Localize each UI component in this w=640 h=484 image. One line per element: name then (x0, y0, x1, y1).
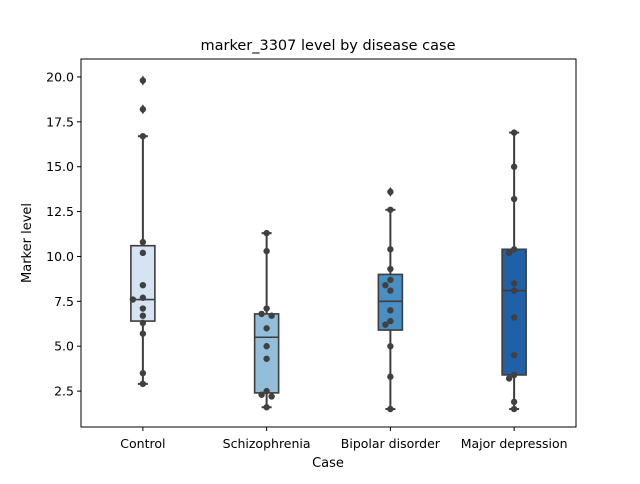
y-axis-label: Marker level (20, 203, 35, 283)
data-point (263, 229, 270, 237)
data-point (510, 371, 518, 379)
data-point (139, 380, 147, 388)
data-point (510, 287, 518, 294)
data-point (510, 351, 518, 359)
data-point (387, 405, 394, 413)
data-point (387, 373, 394, 380)
data-point (139, 132, 147, 140)
x-tick-label: Major depression (461, 436, 568, 451)
data-point (387, 343, 394, 350)
data-point (387, 287, 394, 294)
y-tick-label: 2.5 (54, 384, 74, 399)
plot-frame (80, 58, 577, 428)
data-point (510, 405, 518, 413)
data-point (510, 195, 518, 203)
data-point (258, 391, 265, 398)
data-point (263, 404, 270, 411)
data-point (510, 246, 518, 253)
data-point (387, 246, 394, 253)
data-point (139, 238, 147, 246)
y-tick-label: 15.0 (46, 159, 74, 174)
data-point (139, 106, 147, 113)
data-point (139, 249, 147, 257)
data-point (510, 163, 518, 170)
data-point (387, 307, 394, 314)
data-point (139, 369, 147, 377)
data-point (387, 265, 394, 273)
data-point (510, 280, 518, 287)
data-point (387, 276, 394, 283)
x-axis-label: Case (312, 456, 344, 471)
data-point (263, 305, 270, 312)
data-point (510, 314, 518, 321)
data-point (510, 129, 518, 136)
data-point (382, 281, 389, 289)
data-point (268, 393, 275, 400)
y-tick-label: 12.5 (46, 204, 74, 219)
data-point (139, 305, 147, 312)
x-tick-label: Control (120, 436, 165, 451)
y-tick-label: 20.0 (46, 69, 74, 84)
data-point (382, 321, 389, 328)
chart-title: marker_3307 level by disease case (201, 38, 456, 54)
y-tick-label: 17.5 (46, 114, 74, 129)
data-point (505, 249, 513, 257)
data-point (263, 387, 270, 395)
data-point (139, 294, 147, 301)
y-tick-label: 7.5 (54, 294, 74, 309)
data-point (505, 375, 513, 382)
data-point (263, 325, 270, 332)
data-point (139, 330, 147, 337)
data-point (263, 343, 270, 350)
y-tick-label: 10.0 (46, 249, 74, 264)
data-point (387, 206, 394, 213)
data-point (139, 319, 147, 327)
x-tick-label: Bipolar disorder (341, 436, 441, 451)
data-point (387, 317, 394, 325)
data-point (510, 398, 518, 406)
data-point (139, 312, 147, 319)
data-point (258, 310, 265, 318)
data-point (387, 188, 394, 196)
data-point (263, 355, 270, 362)
data-point (139, 281, 147, 289)
data-point (129, 296, 137, 303)
x-tick-label: Schizophrenia (223, 436, 311, 451)
data-point (263, 247, 270, 255)
data-point (139, 77, 147, 84)
y-tick-label: 5.0 (54, 339, 74, 354)
data-point (268, 312, 275, 319)
